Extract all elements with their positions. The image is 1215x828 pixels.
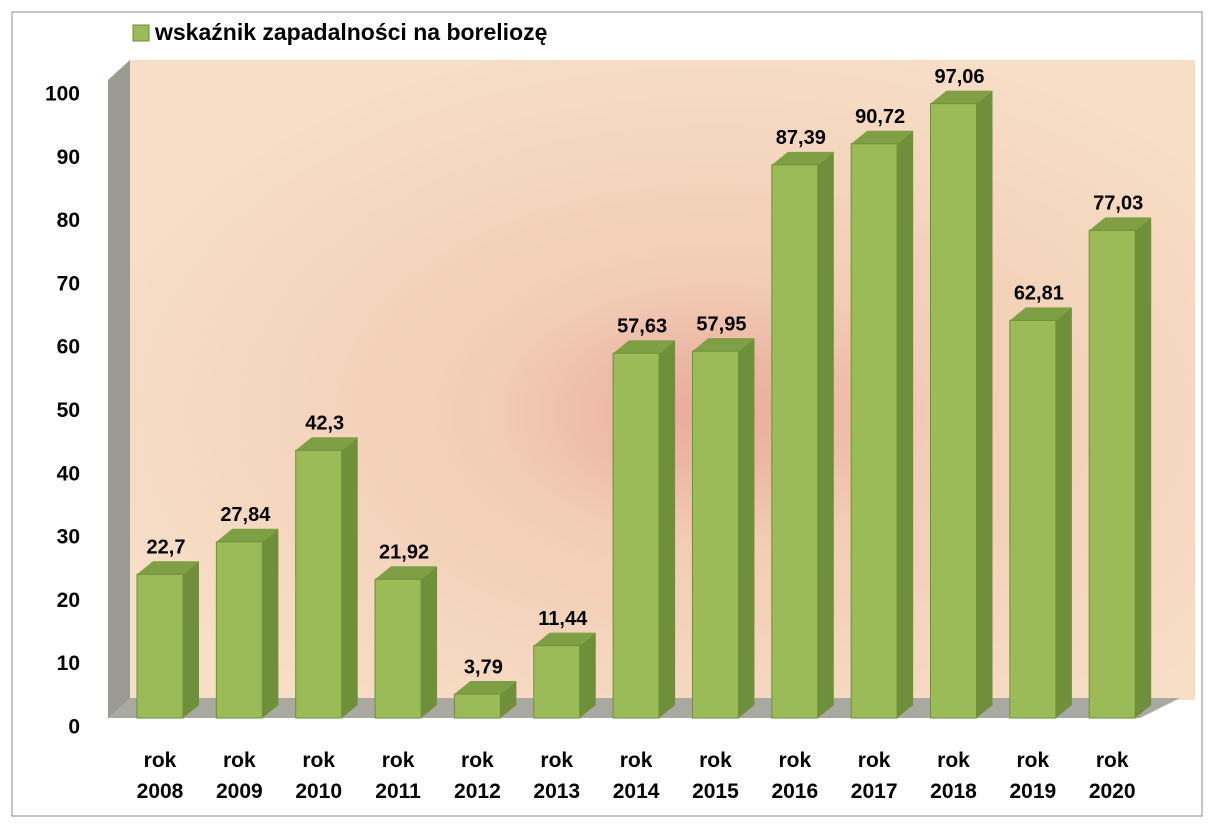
chart-svg: wskaźnik zapadalności na boreliozę 0 10 20… xyxy=(0,0,1215,828)
x-tick-label: rok 2019 xyxy=(1003,745,1063,807)
value-label: 22,7 xyxy=(147,537,186,559)
bar-side xyxy=(183,561,199,718)
bar xyxy=(375,579,421,718)
bar xyxy=(692,351,738,718)
y-tick-label: 80 xyxy=(57,209,80,232)
bar-side xyxy=(342,437,358,718)
y-tick-label: 20 xyxy=(57,589,80,612)
bar-side xyxy=(897,131,913,718)
y-tick-label: 50 xyxy=(57,399,80,422)
x-tick-label: rok 2017 xyxy=(844,745,904,807)
bar-side xyxy=(659,340,675,718)
value-label: 21,92 xyxy=(379,542,429,564)
x-tick-label: rok 2008 xyxy=(130,745,190,807)
bar xyxy=(137,574,183,718)
bar-side xyxy=(1135,217,1151,718)
bar xyxy=(851,144,897,718)
y-tick-label: 90 xyxy=(57,146,80,169)
bar-side xyxy=(580,633,596,718)
value-label: 57,95 xyxy=(696,313,746,335)
legend-label: wskaźnik zapadalności na boreliozę xyxy=(154,19,547,45)
value-label: 62,81 xyxy=(1014,283,1064,305)
y-tick-label: 100 xyxy=(45,83,80,106)
y-tick-label: 70 xyxy=(57,272,80,295)
y-tick-label: 60 xyxy=(57,336,80,359)
x-tick-label: rok 2016 xyxy=(765,745,825,807)
value-label: 90,72 xyxy=(855,106,905,128)
value-label: 27,84 xyxy=(220,504,271,526)
value-label: 57,63 xyxy=(617,315,667,337)
bar-side xyxy=(977,91,993,718)
bar xyxy=(296,450,342,718)
bar-side xyxy=(262,529,278,718)
x-tick-label: rok 2015 xyxy=(685,745,745,807)
side-wall xyxy=(108,60,130,718)
bar-side xyxy=(738,338,754,718)
bar xyxy=(931,104,977,718)
x-tick-label: rok 2012 xyxy=(447,745,507,807)
x-tick-label: rok 2009 xyxy=(209,745,269,807)
y-tick-label: 0 xyxy=(68,716,80,739)
value-label: 11,44 xyxy=(538,608,588,630)
bar xyxy=(1010,320,1056,718)
chart: wskaźnik zapadalności na boreliozę 0 10 20… xyxy=(0,0,1215,828)
x-tick-label: rok 2013 xyxy=(527,745,587,807)
y-tick-label: 30 xyxy=(57,526,80,549)
bar xyxy=(1089,230,1135,718)
y-tick-label: 40 xyxy=(57,462,80,485)
bar-side xyxy=(1056,307,1072,718)
x-tick-label: rok 2011 xyxy=(368,745,428,807)
bar-side xyxy=(818,152,834,718)
value-label: 42,3 xyxy=(305,413,344,435)
bar xyxy=(613,353,659,718)
y-tick-label: 10 xyxy=(57,652,80,675)
bar xyxy=(772,165,818,718)
value-label: 3,79 xyxy=(464,656,503,678)
x-tick-label: rok 2014 xyxy=(606,745,666,807)
bar xyxy=(454,694,500,718)
bar xyxy=(216,542,262,718)
bar-side xyxy=(421,566,437,718)
bar xyxy=(534,646,580,718)
x-tick-label: rok 2010 xyxy=(289,745,349,807)
x-tick-label: rok 2018 xyxy=(924,745,984,807)
value-label: 97,06 xyxy=(934,66,984,88)
x-tick-label: rok 2020 xyxy=(1082,745,1142,807)
value-label: 77,03 xyxy=(1093,193,1143,215)
legend-swatch xyxy=(133,25,149,41)
value-label: 87,39 xyxy=(776,127,826,149)
